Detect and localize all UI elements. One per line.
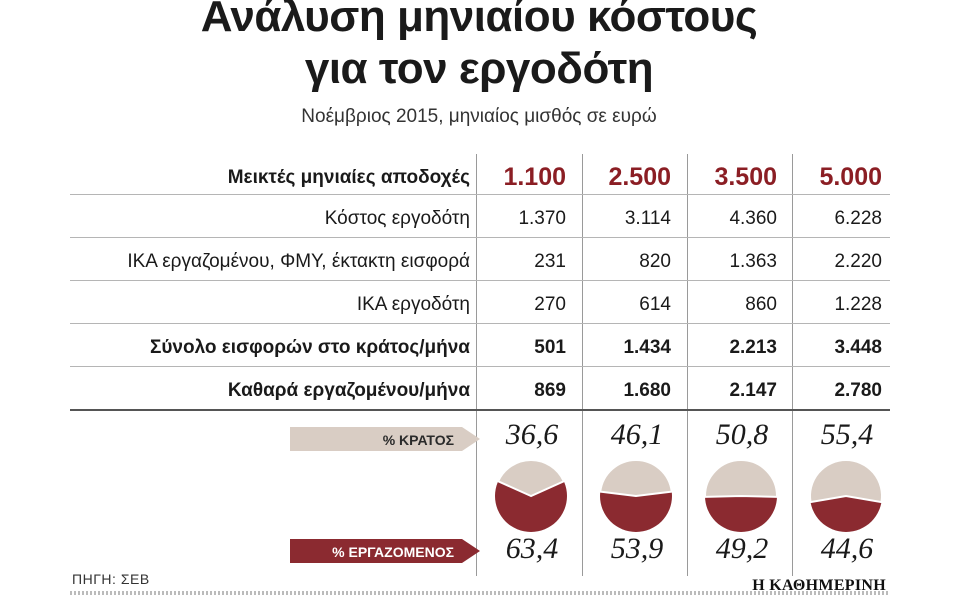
row-label: Κόστος εργοδότη bbox=[324, 208, 470, 229]
table-cell: 614 bbox=[639, 294, 671, 315]
table-cell: 1.370 bbox=[518, 208, 566, 229]
pie-slice-state bbox=[599, 459, 673, 498]
table-row: Καθαρά εργαζομένου/μήνα 869 1.680 2.147 … bbox=[70, 367, 890, 411]
table-cell: 231 bbox=[534, 251, 566, 272]
table-cell: 501 bbox=[534, 337, 566, 358]
header-salary-3: 3.500 bbox=[714, 163, 777, 191]
pie-slice-state bbox=[496, 459, 566, 498]
table-row: ΙΚΑ εργαζομένου, ΦΜΥ, έκτακτη εισφορά 23… bbox=[70, 238, 890, 281]
pie-chart bbox=[495, 459, 567, 532]
table-row: ΙΚΑ εργοδότη 270 614 860 1.228 bbox=[70, 281, 890, 324]
table-cell: 1.228 bbox=[834, 294, 882, 315]
header-salary-1: 1.100 bbox=[503, 163, 566, 191]
pie-chart bbox=[599, 459, 673, 532]
pie-chart bbox=[809, 459, 883, 532]
employee-percent-arrow-label: % ΕΡΓΑΖΟΜΕΝΟΣ bbox=[290, 539, 480, 563]
table-cell: 1.680 bbox=[623, 380, 671, 401]
table-cell: 2.780 bbox=[834, 380, 882, 401]
row-label: Σύνολο εισφορών στο κράτος/μήνα bbox=[149, 337, 470, 358]
header-label: Μεικτές μηνιαίες αποδοχές bbox=[227, 167, 470, 188]
column-divider bbox=[687, 154, 688, 576]
table-cell: 270 bbox=[534, 294, 566, 315]
row-label: ΙΚΑ εργαζομένου, ΦΜΥ, έκτακτη εισφορά bbox=[127, 251, 470, 272]
column-divider bbox=[582, 154, 583, 576]
state-percent-value: 36,6 bbox=[505, 418, 559, 451]
state-percent-arrow-label: % ΚΡΑΤΟΣ bbox=[290, 427, 480, 451]
cost-table: Μεικτές μηνιαίες αποδοχές 1.100 2.500 3.… bbox=[70, 152, 890, 411]
employee-percent-value: 44,6 bbox=[820, 532, 874, 565]
row-label: Καθαρά εργαζομένου/μήνα bbox=[227, 380, 470, 401]
column-divider bbox=[476, 154, 477, 576]
table-cell: 3.114 bbox=[624, 208, 671, 229]
state-percent-label: % ΚΡΑΤΟΣ bbox=[382, 432, 454, 448]
table-cell: 2.147 bbox=[729, 380, 777, 401]
publisher-logo: Η ΚΑΘΗΜΕΡΙΝΗ bbox=[752, 577, 886, 594]
table-cell: 869 bbox=[534, 380, 566, 401]
state-percent-value: 46,1 bbox=[610, 418, 664, 451]
table-cell: 2.213 bbox=[729, 337, 777, 358]
table-cell: 6.228 bbox=[834, 208, 882, 229]
table-cell: 2.220 bbox=[834, 251, 882, 272]
source-note: ΠΗΓΗ: ΣΕΒ bbox=[72, 571, 150, 587]
column-divider bbox=[792, 154, 793, 576]
pie-chart bbox=[704, 459, 778, 532]
table-cell: 4.360 bbox=[729, 208, 777, 229]
table-cell: 3.448 bbox=[834, 337, 882, 358]
header-salary-4: 5.000 bbox=[819, 163, 882, 191]
table-header-row: Μεικτές μηνιαίες αποδοχές 1.100 2.500 3.… bbox=[70, 152, 890, 195]
state-percent-value: 50,8 bbox=[715, 418, 769, 451]
pie-slice-state bbox=[809, 459, 883, 504]
employee-percent-value: 49,2 bbox=[715, 532, 769, 565]
table-row: Κόστος εργοδότη 1.370 3.114 4.360 6.228 bbox=[70, 195, 890, 238]
table-cell: 860 bbox=[745, 294, 777, 315]
employee-percent-label: % ΕΡΓΑΖΟΜΕΝΟΣ bbox=[332, 544, 454, 560]
employee-percent-value: 63,4 bbox=[505, 532, 559, 565]
table-row: Σύνολο εισφορών στο κράτος/μήνα 501 1.43… bbox=[70, 324, 890, 367]
table-cell: 820 bbox=[639, 251, 671, 272]
pie-slice-state bbox=[704, 459, 778, 498]
title-line-2: για τον εργοδότη bbox=[304, 44, 654, 93]
table-cell: 1.434 bbox=[623, 337, 671, 358]
state-percent-value: 55,4 bbox=[820, 418, 874, 451]
header-salary-2: 2.500 bbox=[608, 163, 671, 191]
employee-percent-value: 53,9 bbox=[610, 532, 664, 565]
footer-divider bbox=[70, 591, 888, 595]
row-label: ΙΚΑ εργοδότη bbox=[356, 294, 470, 315]
subtitle: Νοέμβριος 2015, μηνιαίος μισθός σε ευρώ bbox=[301, 106, 657, 127]
table-cell: 1.363 bbox=[729, 251, 777, 272]
title-line-1: Ανάλυση μηνιαίου κόστους bbox=[200, 0, 758, 41]
